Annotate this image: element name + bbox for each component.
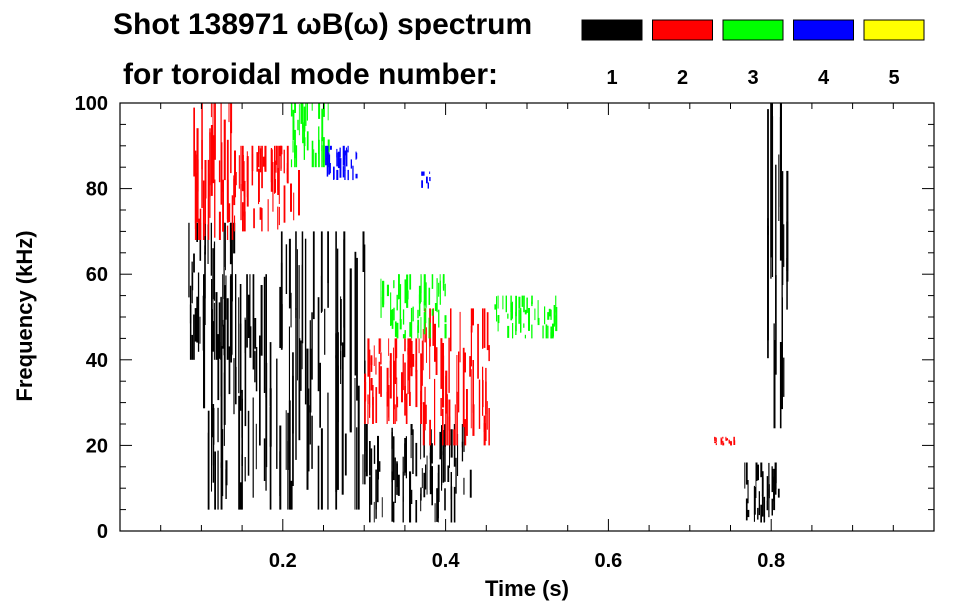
series-4 (325, 145, 431, 189)
series-2-region-0 (193, 103, 236, 240)
series-2-region-4 (714, 436, 736, 446)
series-3-region-2 (494, 295, 558, 339)
legend-label-5: 5 (888, 67, 899, 89)
legend-label-1: 1 (606, 67, 617, 89)
series-1-region-5 (767, 103, 789, 429)
series-2-region-2 (364, 338, 427, 424)
legend-swatch-5 (863, 19, 925, 41)
legend-swatch-3 (722, 19, 784, 41)
series-3-region-0 (290, 103, 330, 168)
series-1-region-1 (203, 274, 268, 510)
legend-swatch-1 (581, 19, 643, 41)
spectrogram-data (188, 103, 789, 523)
legend-label-4: 4 (818, 67, 830, 89)
chart-title-line2: for toroidal mode number: (123, 58, 498, 91)
series-2-region-1 (234, 145, 300, 232)
series-2 (193, 103, 736, 446)
y-tick-label: 20 (86, 435, 108, 457)
x-tick-labels: 0.2 0.4 0.6 0.8 (269, 550, 785, 572)
x-tick-label: 0.2 (269, 550, 297, 572)
legend-label-2: 2 (677, 67, 688, 89)
x-tick-label: 0.4 (432, 550, 461, 572)
series-4-region-0 (325, 145, 358, 181)
y-tick-label: 80 (86, 179, 108, 201)
series-1-region-2 (269, 231, 366, 510)
series-3 (290, 103, 558, 339)
series-1-region-3 (365, 424, 472, 523)
legend: 1 2 3 4 5 (581, 19, 925, 89)
x-tick-label: 0.8 (757, 550, 785, 572)
y-tick-label: 0 (97, 521, 108, 543)
y-tick-label: 40 (86, 350, 108, 372)
y-tick-label: 60 (86, 264, 108, 286)
y-tick-labels: 0 20 40 60 80 100 (75, 93, 108, 543)
legend-swatch-4 (793, 19, 854, 41)
series-3-region-1 (380, 274, 447, 339)
y-tick-label: 100 (75, 93, 108, 115)
chart-title-line1: Shot 138971 ωB(ω) spectrum (113, 8, 532, 41)
legend-label-3: 3 (747, 67, 758, 89)
x-tick-label: 0.6 (594, 550, 622, 572)
y-axis-label: Frequency (kHz) (12, 230, 37, 401)
series-2-region-3 (422, 308, 490, 446)
axis-ticks (120, 102, 934, 532)
legend-swatch-2 (652, 19, 713, 41)
x-axis-label: Time (s) (485, 576, 569, 601)
series-1-region-4 (744, 462, 780, 523)
series-4-region-1 (421, 171, 431, 189)
